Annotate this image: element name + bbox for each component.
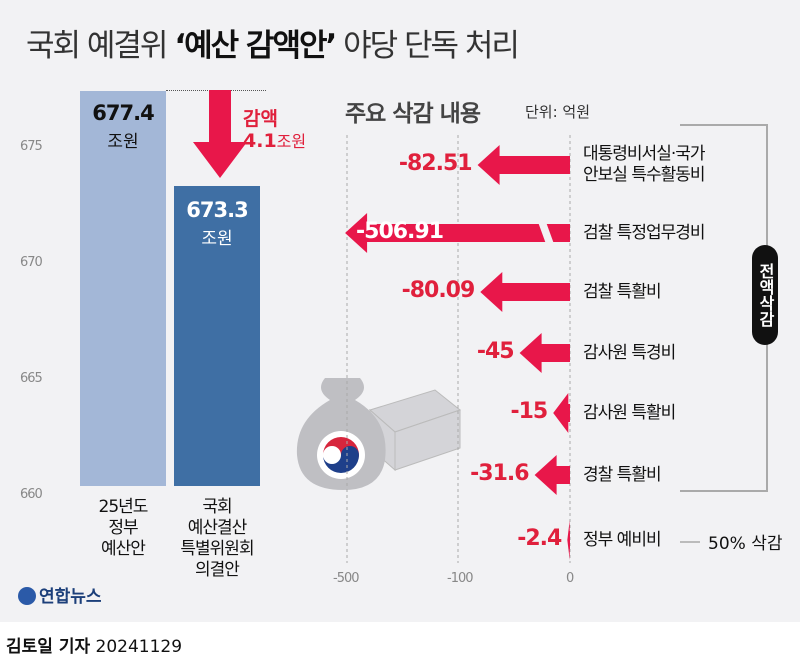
value-label: -80.09 [401,278,476,303]
unit-label: 단위: 억원 [525,103,591,121]
y-tick: 665 [20,371,43,386]
byline: 김토일 기자 20241129 [6,637,183,657]
half-cut-note: 50% 삭감 [708,534,783,554]
reduction-arrow [519,333,570,373]
reduction-arrow [534,455,570,495]
reduction-arrow [477,145,570,185]
reduction-arrow [553,393,570,433]
x-tick: -500 [333,571,359,586]
category-label: 감사원 특경비 [583,342,676,363]
category-label: 검찰 특활비 [583,281,662,302]
y-tick: 660 [20,487,43,502]
full-cut-badge: 전액삭감 [752,245,778,345]
bar-unit: 조원 [201,229,233,250]
reduction-label: 감액 4.1조원 [243,108,307,152]
reduction-bar-chart [345,135,571,563]
category-label: 경찰 특활비 [583,464,662,485]
value-label: -2.4 [517,526,562,551]
category-label: 감사원 특활비 [583,402,676,423]
category-label: 국회 예산결산 특별위원회 의결안 [180,497,254,580]
logo-icon [18,587,36,605]
value-label: -15 [510,399,548,424]
bar-value: 673.3 [186,198,248,223]
logo: 연합뉴스 [18,582,102,607]
y-tick: 675 [20,139,43,154]
page-title: 국회 예결위 ‘예산 감액안’ 야당 단독 처리 [26,28,520,64]
reduction-arrow [480,272,570,312]
bar-government-budget: 677.4 조원 [80,91,166,486]
value-label: -506.91 [356,219,444,244]
axis-break [538,222,554,244]
value-label: -82.51 [398,151,473,176]
category-label: 대통령비서실·국가 안보실 특수활동비 [583,144,706,185]
reduction-arrow-icon [193,90,247,178]
reduction-arrow [567,520,570,560]
money-bag-icon [296,378,462,490]
y-tick: 670 [20,255,43,270]
category-label: 25년도 정부 예산안 [98,497,149,559]
bar-value: 677.4 [92,101,154,126]
category-label: 정부 예비비 [583,529,662,550]
chart-title: 주요 삭감 내용 [345,101,481,127]
reduction-arrow [345,213,570,253]
category-label: 검찰 특정업무경비 [583,222,706,243]
value-label: -45 [476,339,515,364]
x-tick: 0 [566,571,574,586]
value-label: -31.6 [470,461,529,486]
bar-unit: 조원 [107,132,139,153]
note-line [680,541,700,543]
bar-assembly-resolution: 673.3 조원 [174,186,260,486]
x-tick: -100 [447,571,473,586]
